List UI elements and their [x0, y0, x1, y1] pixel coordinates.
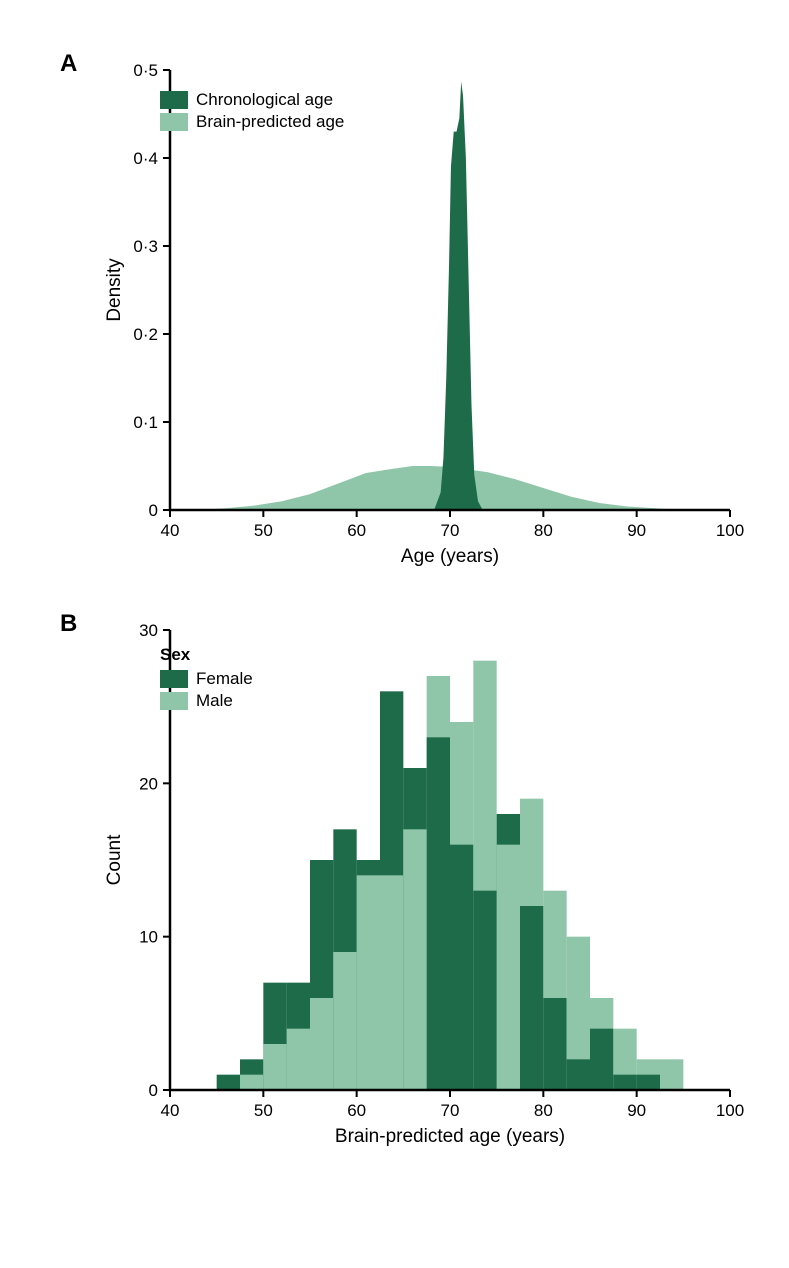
svg-text:0·2: 0·2 — [133, 325, 158, 344]
legend-swatch-light — [160, 692, 188, 710]
svg-text:80: 80 — [534, 521, 553, 540]
svg-text:0: 0 — [149, 501, 158, 520]
panel-a-chart: 40 50 60 70 80 90 100 0 0·1 0·2 0·3 0·4 0·5 Age (year… — [100, 60, 759, 580]
legend-swatch-dark — [160, 91, 188, 109]
svg-text:0·3: 0·3 — [133, 237, 158, 256]
legend-item: Male — [160, 691, 253, 711]
legend-swatch-light — [160, 113, 188, 131]
svg-text:90: 90 — [627, 521, 646, 540]
legend-item: Brain-predicted age — [160, 112, 344, 132]
legend-label: Brain-predicted age — [196, 112, 344, 132]
svg-text:50: 50 — [254, 1101, 273, 1120]
svg-text:40: 40 — [161, 1101, 180, 1120]
svg-text:Density: Density — [104, 258, 125, 322]
panel-b: B Sex Female Male 4050607080901000102030… — [30, 620, 759, 1160]
svg-text:100: 100 — [716, 1101, 744, 1120]
svg-text:0·1: 0·1 — [133, 413, 158, 432]
svg-text:70: 70 — [441, 521, 460, 540]
panel-a-legend: Chronological age Brain-predicted age — [160, 90, 344, 134]
svg-text:0: 0 — [149, 1081, 158, 1100]
legend-label: Male — [196, 691, 233, 711]
legend-title: Sex — [160, 645, 253, 665]
legend-item: Chronological age — [160, 90, 344, 110]
svg-text:Brain-predicted age (years): Brain-predicted age (years) — [335, 1126, 565, 1147]
legend-swatch-dark — [160, 670, 188, 688]
panel-a: A Chronological age Brain-predicted age … — [30, 60, 759, 580]
svg-text:60: 60 — [347, 1101, 366, 1120]
svg-text:Age (years): Age (years) — [401, 546, 499, 567]
svg-text:40: 40 — [161, 521, 180, 540]
svg-text:90: 90 — [627, 1101, 646, 1120]
svg-text:0·5: 0·5 — [133, 61, 158, 80]
legend-label: Female — [196, 669, 253, 689]
legend-label: Chronological age — [196, 90, 333, 110]
panel-b-label: B — [60, 610, 77, 638]
svg-text:Count: Count — [104, 834, 125, 885]
svg-text:50: 50 — [254, 521, 273, 540]
svg-text:70: 70 — [441, 1101, 460, 1120]
svg-text:80: 80 — [534, 1101, 553, 1120]
svg-text:60: 60 — [347, 521, 366, 540]
svg-text:100: 100 — [716, 521, 744, 540]
svg-text:10: 10 — [139, 928, 158, 947]
svg-text:20: 20 — [139, 774, 158, 793]
legend-item: Female — [160, 669, 253, 689]
svg-text:30: 30 — [139, 621, 158, 640]
panel-b-legend: Sex Female Male — [160, 645, 253, 713]
svg-text:0·4: 0·4 — [133, 149, 158, 168]
panel-a-label: A — [60, 50, 77, 78]
